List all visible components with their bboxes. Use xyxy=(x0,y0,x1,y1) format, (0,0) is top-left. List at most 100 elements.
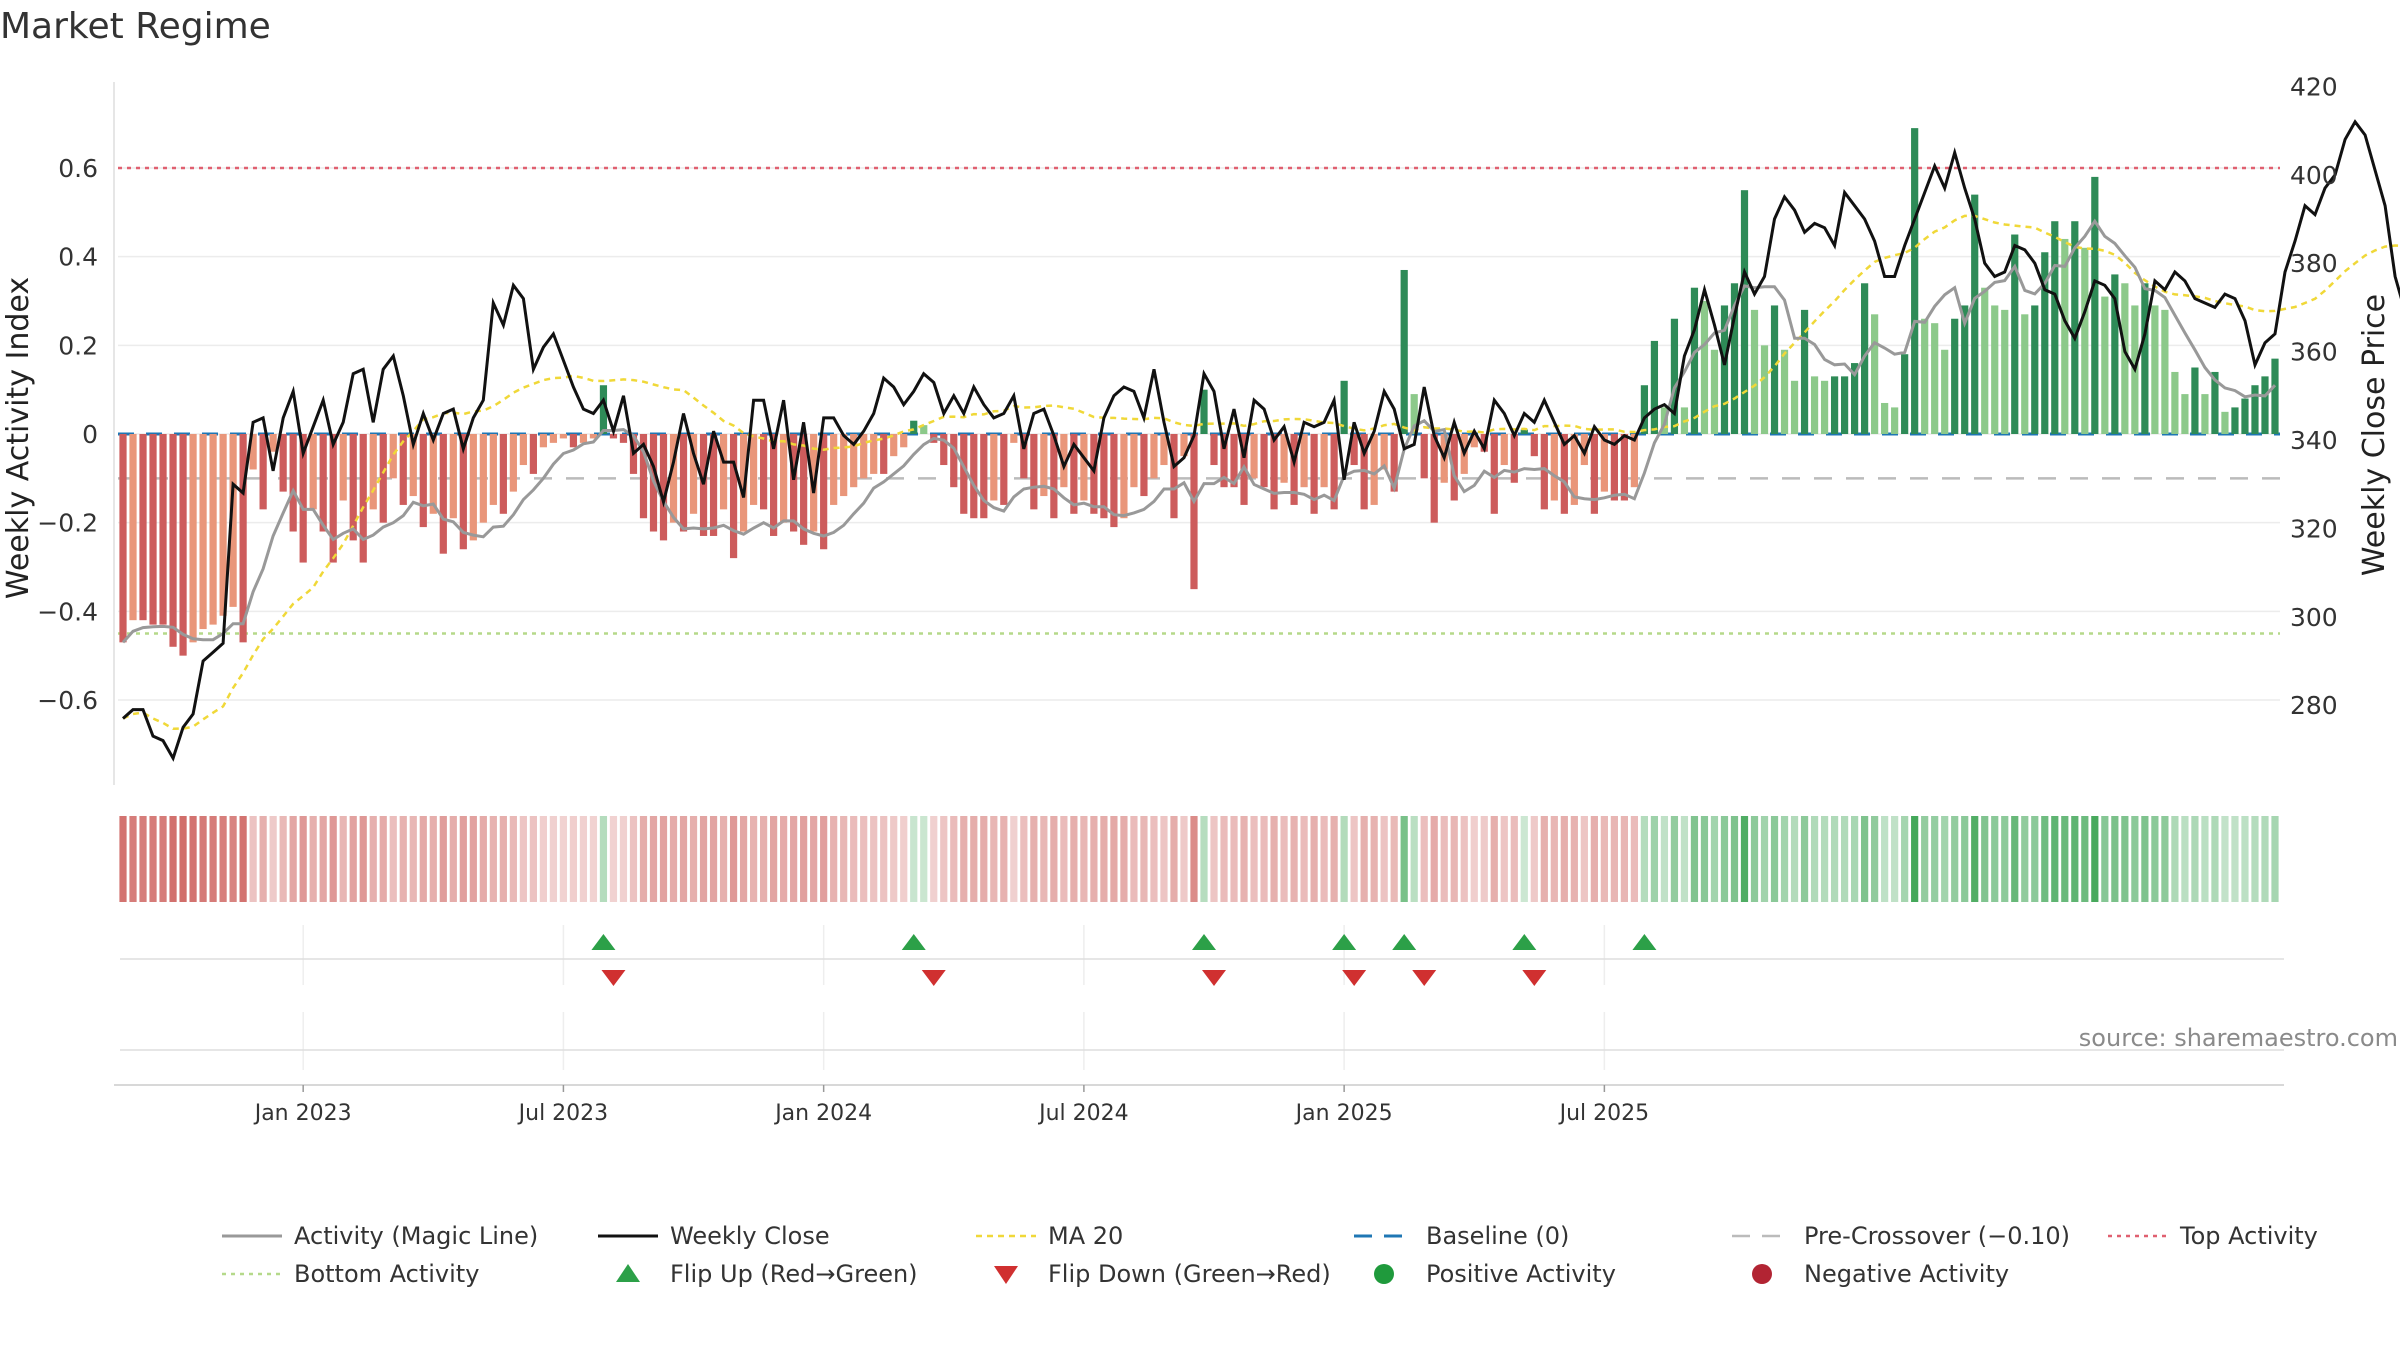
activity-bar xyxy=(1981,287,1989,434)
activity-bar xyxy=(359,434,367,563)
legend-swatch xyxy=(994,1266,1018,1284)
activity-bar xyxy=(339,434,347,501)
regime-strip-cell xyxy=(1250,816,1258,902)
regime-strip-cell xyxy=(229,816,237,902)
regime-strip-cell xyxy=(1170,816,1178,902)
regime-strip-cell xyxy=(1851,816,1859,902)
activity-bar xyxy=(950,434,958,488)
regime-strip-cell xyxy=(1020,816,1028,902)
activity-bar xyxy=(1891,407,1899,434)
regime-strip-cell xyxy=(810,816,818,902)
regime-strip-cell xyxy=(880,816,888,902)
legend-item-top: Top Activity xyxy=(2108,1222,2318,1250)
regime-strip-cell xyxy=(1260,816,1268,902)
flip-up-marker xyxy=(1392,934,1417,950)
activity-bar xyxy=(1230,434,1238,488)
activity-bar xyxy=(1871,314,1879,434)
regime-strip-cell xyxy=(599,816,608,902)
regime-strip-cell xyxy=(1400,816,1408,902)
activity-bar xyxy=(800,434,808,545)
flip-up-marker xyxy=(1632,934,1657,950)
activity-bar xyxy=(439,434,447,554)
regime-strip-cell xyxy=(219,816,227,902)
regime-strip-cell xyxy=(359,816,367,902)
activity-bar xyxy=(1420,434,1428,479)
regime-strip-cell xyxy=(900,816,908,902)
regime-strip-cell xyxy=(990,816,998,902)
regime-strip-cell xyxy=(1280,816,1288,902)
activity-bar xyxy=(840,434,848,497)
legend-item-bottom: Bottom Activity xyxy=(222,1260,479,1288)
activity-bar xyxy=(179,434,187,656)
regime-strip-cell xyxy=(1941,816,1949,902)
y-tick-label: −0.6 xyxy=(37,686,98,715)
activity-bar xyxy=(1140,434,1148,497)
regime-strip-cell xyxy=(1090,816,1098,902)
regime-strip-cell xyxy=(2001,816,2009,902)
activity-bar xyxy=(2141,283,2149,434)
activity-bar xyxy=(329,434,337,563)
regime-strip-cell xyxy=(1961,816,1969,902)
regime-strip-cell xyxy=(1750,816,1759,902)
regime-strip-cell xyxy=(579,816,588,902)
activity-bar xyxy=(659,434,668,541)
activity-bar xyxy=(1000,434,1008,505)
activity-bar xyxy=(960,434,968,514)
regime-strip-cell xyxy=(950,816,958,902)
regime-strip-cell xyxy=(2251,816,2259,902)
regime-strip-cell xyxy=(1871,816,1879,902)
legend-item-flip_down: Flip Down (Green→Red) xyxy=(994,1260,1331,1288)
activity-bar xyxy=(2251,385,2259,434)
activity-bar xyxy=(1620,434,1628,501)
activity-bar xyxy=(2051,221,2059,434)
activity-bar xyxy=(1570,434,1578,505)
activity-bar xyxy=(729,434,738,559)
regime-strip-cell xyxy=(379,816,387,902)
y-tick-label: −0.2 xyxy=(37,509,98,538)
activity-bar xyxy=(1430,434,1438,523)
x-tick-label: Jan 2024 xyxy=(773,1101,872,1126)
regime-strip-cell xyxy=(1740,816,1749,902)
activity-bar xyxy=(1700,301,1709,434)
activity-bar xyxy=(900,434,908,448)
x-axis-ticks: Jan 2023 Jul 2023 Jan 2024 Jul 2024 Jan 2025… xyxy=(114,1084,2284,1126)
activity-bar xyxy=(1600,434,1608,492)
activity-bar xyxy=(790,434,798,532)
regime-strip-cell xyxy=(189,816,197,902)
regime-strip-cell xyxy=(2161,816,2169,902)
activity-bar xyxy=(379,434,387,523)
regime-strip-cell xyxy=(729,816,738,902)
activity-bar xyxy=(2161,309,2169,434)
regime-strip-cell xyxy=(459,816,467,902)
regime-strip-cell xyxy=(1190,816,1198,902)
activity-bar xyxy=(369,434,377,510)
legend-label: Flip Up (Red→Green) xyxy=(670,1260,918,1288)
regime-strip-cell xyxy=(1340,816,1348,902)
activity-bar xyxy=(289,434,297,532)
regime-strip-cell xyxy=(339,816,347,902)
legend-label: Pre-Crossover (−0.10) xyxy=(1804,1222,2070,1250)
regime-strip-cell xyxy=(1901,816,1909,902)
chart-title: Market Regime xyxy=(0,6,271,47)
activity-bar xyxy=(599,385,608,434)
regime-strip-cell xyxy=(1470,816,1478,902)
activity-bar xyxy=(1190,434,1198,590)
activity-bar xyxy=(159,434,167,625)
activity-bar xyxy=(429,434,437,514)
y2-tick-label: 280 xyxy=(2290,691,2338,720)
activity-bar xyxy=(1380,434,1388,470)
activity-bar xyxy=(820,434,828,550)
regime-strip-cell xyxy=(489,816,497,902)
activity-bar xyxy=(2001,309,2009,434)
regime-strip-cell xyxy=(659,816,668,902)
regime-strip-cell xyxy=(1080,816,1088,902)
regime-strip-cell xyxy=(439,816,447,902)
activity-bar xyxy=(119,434,127,643)
activity-bar xyxy=(259,434,267,510)
activity-bar xyxy=(1790,380,1799,434)
regime-strip-cell xyxy=(1610,816,1618,902)
activity-bar xyxy=(1710,349,1719,434)
activity-bar xyxy=(1991,305,1999,434)
activity-bar xyxy=(1770,305,1779,434)
